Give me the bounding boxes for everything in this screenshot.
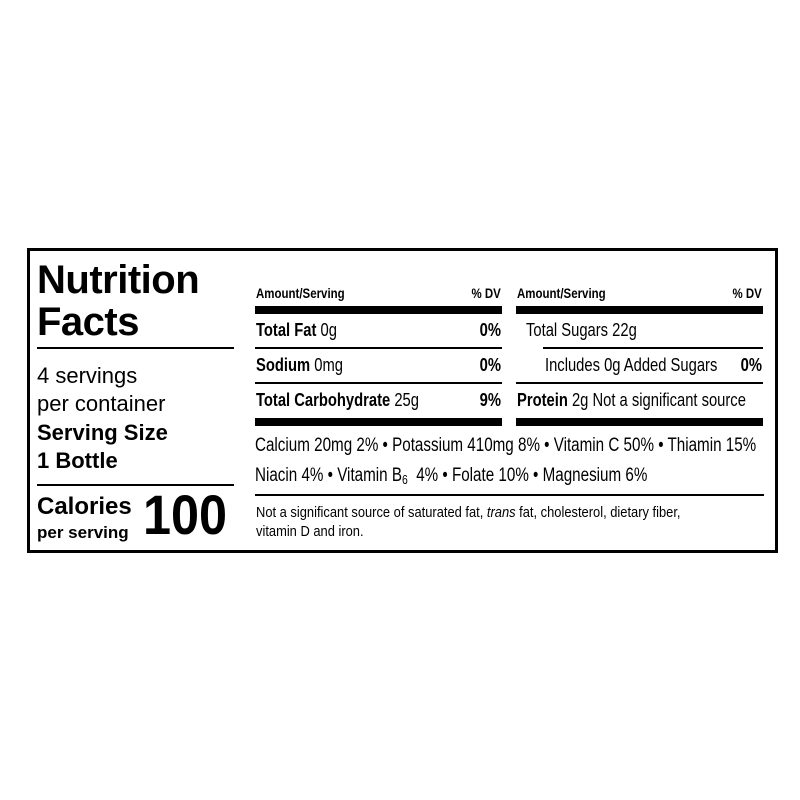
thick-bar — [516, 418, 763, 426]
row-sodium: Sodium 0mg — [256, 355, 343, 375]
divider — [255, 382, 502, 384]
calories-value: 100 — [143, 483, 228, 546]
title-line1: Nutrition — [37, 258, 200, 302]
divider — [516, 382, 763, 384]
servings-count: 4 servings — [37, 363, 138, 388]
header-amount: Amount/Serving — [256, 285, 345, 301]
thick-bar — [255, 306, 502, 314]
row-total-carbohydrate: Total Carbohydrate 25g — [256, 390, 419, 410]
serving-size-label: Serving Size — [37, 420, 168, 445]
divider — [543, 347, 763, 349]
vitamins-line1: Calcium 20mg 2% • Potassium 410mg 8% • V… — [255, 435, 757, 456]
calories-sublabel: per serving — [37, 523, 129, 542]
nutrition-facts-panel — [27, 248, 778, 553]
divider — [255, 494, 764, 496]
divider — [37, 484, 234, 486]
thick-bar — [255, 418, 502, 426]
dv-added-sugars: 0% — [740, 355, 762, 375]
header-amount-right: Amount/Serving — [517, 285, 606, 301]
row-added-sugars: Includes 0g Added Sugars — [545, 355, 718, 375]
dv-sodium: 0% — [479, 355, 501, 375]
row-protein: Protein 2g Not a significant source — [517, 390, 746, 410]
calories-label: Calories — [37, 493, 132, 520]
divider — [37, 347, 234, 349]
row-total-fat: Total Fat 0g — [256, 320, 337, 340]
row-total-sugars: Total Sugars 22g — [526, 320, 637, 340]
vitamins-line2: Niacin 4% • Vitamin B6 4% • Folate 10% •… — [255, 465, 648, 487]
thick-bar — [516, 306, 763, 314]
title-line2: Facts — [37, 300, 140, 344]
serving-size-value: 1 Bottle — [37, 448, 118, 473]
header-dv: % DV — [471, 285, 501, 301]
footnote-line2: vitamin D and iron. — [256, 523, 364, 540]
header-dv-right: % DV — [732, 285, 762, 301]
dv-total-fat: 0% — [479, 320, 501, 340]
servings-per: per container — [37, 391, 166, 416]
divider — [255, 347, 502, 349]
footnote-line1: Not a significant source of saturated fa… — [256, 504, 681, 521]
dv-total-carbohydrate: 9% — [479, 390, 501, 410]
